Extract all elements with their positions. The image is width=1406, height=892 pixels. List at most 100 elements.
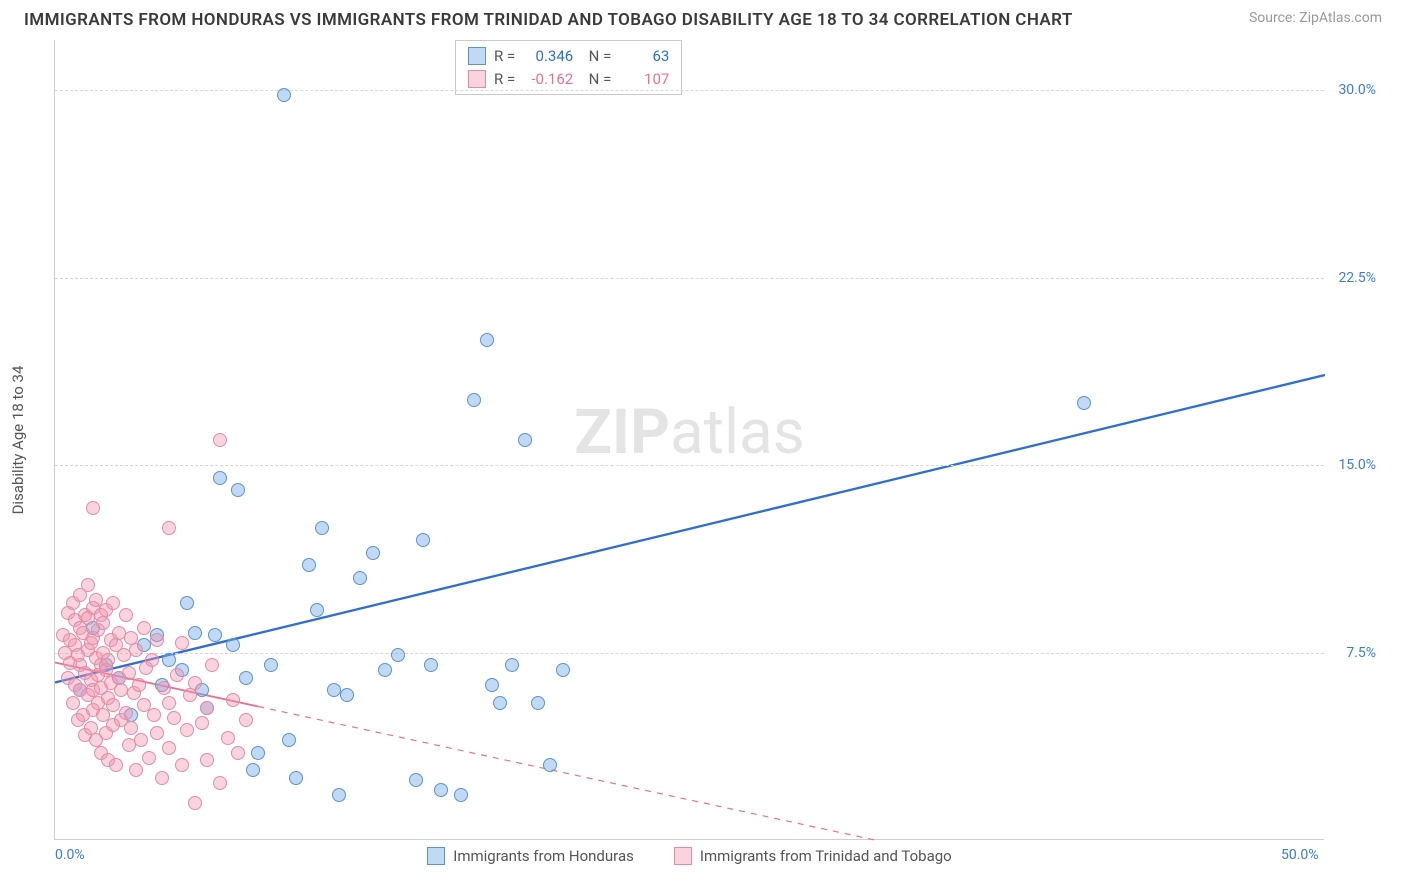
stat-r-label: R = <box>494 68 515 91</box>
scatter-point-trinidad <box>137 621 151 635</box>
scatter-point-honduras <box>485 678 499 692</box>
scatter-point-trinidad <box>150 726 164 740</box>
scatter-point-honduras <box>231 483 245 497</box>
scatter-point-trinidad <box>109 758 123 772</box>
scatter-point-trinidad <box>142 751 156 765</box>
scatter-point-trinidad <box>157 681 171 695</box>
scatter-point-honduras <box>251 746 265 760</box>
scatter-point-honduras <box>246 763 260 777</box>
scatter-point-trinidad <box>150 633 164 647</box>
stats-row-trinidad: R = -0.162 N = 107 <box>468 68 669 91</box>
scatter-point-honduras <box>480 333 494 347</box>
scatter-point-honduras <box>188 626 202 640</box>
scatter-point-trinidad <box>180 723 194 737</box>
chart-title: IMMIGRANTS FROM HONDURAS VS IMMIGRANTS F… <box>24 10 1073 30</box>
scatter-point-trinidad <box>231 746 245 760</box>
scatter-point-honduras <box>180 596 194 610</box>
legend-item-honduras: Immigrants from Honduras <box>427 847 634 865</box>
y-axis-title: Disability Age 18 to 34 <box>9 366 27 515</box>
stat-n-value: 107 <box>619 68 669 91</box>
swatch-honduras <box>427 847 445 865</box>
gridline <box>55 278 1324 279</box>
scatter-point-honduras <box>302 558 316 572</box>
scatter-point-honduras <box>505 658 519 672</box>
scatter-point-honduras <box>556 663 570 677</box>
scatter-point-honduras <box>282 733 296 747</box>
scatter-point-trinidad <box>170 668 184 682</box>
scatter-point-trinidad <box>200 753 214 767</box>
y-tick-label: 7.5% <box>1326 645 1376 661</box>
scatter-point-trinidad <box>183 688 197 702</box>
scatter-point-honduras <box>264 658 278 672</box>
legend-item-trinidad: Immigrants from Trinidad and Tobago <box>674 847 952 865</box>
scatter-point-trinidad <box>119 608 133 622</box>
scatter-point-trinidad <box>162 696 176 710</box>
scatter-point-honduras <box>226 638 240 652</box>
scatter-point-trinidad <box>132 678 146 692</box>
scatter-point-trinidad <box>200 701 214 715</box>
scatter-point-honduras <box>366 546 380 560</box>
scatter-point-trinidad <box>129 643 143 657</box>
gridline <box>55 465 1324 466</box>
scatter-point-honduras <box>493 696 507 710</box>
trend-dash-trinidad <box>258 707 875 841</box>
scatter-point-honduras <box>208 628 222 642</box>
scatter-point-trinidad <box>213 776 227 790</box>
scatter-point-honduras <box>409 773 423 787</box>
scatter-point-trinidad <box>221 731 235 745</box>
scatter-point-honduras <box>315 521 329 535</box>
scatter-point-trinidad <box>213 433 227 447</box>
scatter-point-trinidad <box>145 653 159 667</box>
scatter-point-honduras <box>454 788 468 802</box>
scatter-point-trinidad <box>155 771 169 785</box>
scatter-point-trinidad <box>239 713 253 727</box>
scatter-point-honduras <box>332 788 346 802</box>
scatter-point-trinidad <box>147 708 161 722</box>
scatter-point-honduras <box>1077 396 1091 410</box>
scatter-point-trinidad <box>195 716 209 730</box>
scatter-point-trinidad <box>134 733 148 747</box>
scatter-point-trinidad <box>101 653 115 667</box>
swatch-honduras <box>468 47 486 65</box>
legend-label: Immigrants from Honduras <box>453 847 634 865</box>
scatter-point-honduras <box>434 783 448 797</box>
stats-row-honduras: R =0.346 N =63 <box>468 45 669 68</box>
scatter-point-trinidad <box>188 676 202 690</box>
scatter-point-honduras <box>531 696 545 710</box>
scatter-point-honduras <box>239 671 253 685</box>
x-tick-label: 50.0% <box>1281 847 1319 863</box>
scatter-point-trinidad <box>66 696 80 710</box>
series-legend: Immigrants from Honduras Immigrants from … <box>55 847 1324 865</box>
scatter-point-trinidad <box>162 741 176 755</box>
y-tick-label: 22.5% <box>1326 270 1376 286</box>
scatter-point-trinidad <box>175 636 189 650</box>
trend-dash-honduras <box>233 375 1325 639</box>
stat-n-label: N = <box>581 45 611 68</box>
scatter-point-trinidad <box>96 616 110 630</box>
stats-legend: R =0.346 N =63R = -0.162 N = 107 <box>455 40 682 95</box>
scatter-point-honduras <box>310 603 324 617</box>
plot-area: ZIPatlas R =0.346 N =63R =-0.162 N =107 … <box>54 40 1324 840</box>
scatter-point-honduras <box>543 758 557 772</box>
legend-label: Immigrants from Trinidad and Tobago <box>700 847 952 865</box>
scatter-point-honduras <box>340 688 354 702</box>
scatter-point-trinidad <box>167 711 181 725</box>
stat-r-value: -0.162 <box>523 68 573 91</box>
swatch-trinidad <box>674 847 692 865</box>
scatter-point-trinidad <box>81 578 95 592</box>
scatter-point-honduras <box>467 393 481 407</box>
scatter-point-trinidad <box>122 666 136 680</box>
scatter-point-trinidad <box>226 693 240 707</box>
y-tick-label: 15.0% <box>1326 457 1376 473</box>
scatter-point-trinidad <box>129 763 143 777</box>
scatter-point-trinidad <box>86 501 100 515</box>
scatter-point-honduras <box>277 88 291 102</box>
watermark: ZIPatlas <box>574 396 805 469</box>
swatch-trinidad <box>468 70 486 88</box>
scatter-point-honduras <box>213 471 227 485</box>
stat-n-label: N = <box>581 68 611 91</box>
gridline <box>55 653 1324 654</box>
scatter-point-honduras <box>416 533 430 547</box>
scatter-point-honduras <box>162 653 176 667</box>
y-tick-label: 30.0% <box>1326 82 1376 98</box>
